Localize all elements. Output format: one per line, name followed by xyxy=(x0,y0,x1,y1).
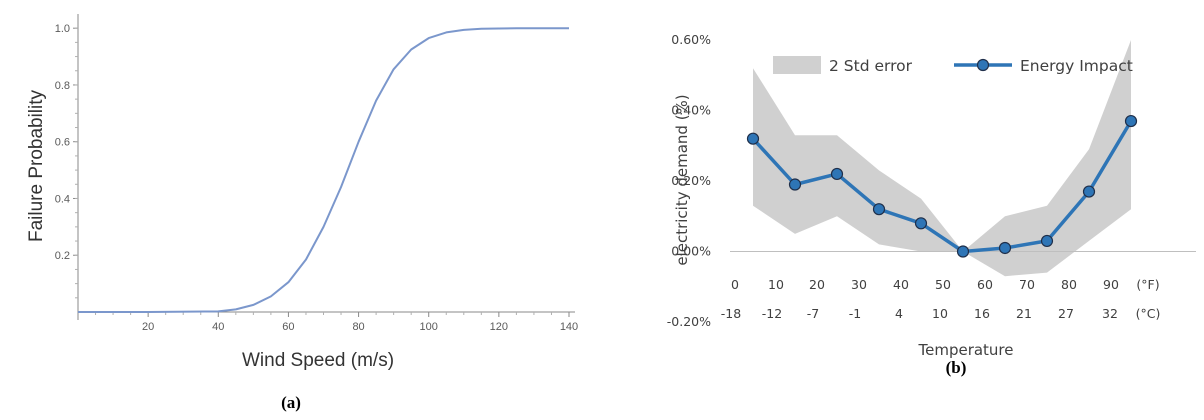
chart-b-data-point xyxy=(872,203,886,216)
chart-b-x-tick-label-c: 27 xyxy=(1058,306,1074,321)
chart-b-data-point xyxy=(830,167,844,181)
legend-marker-energy-impact xyxy=(976,58,990,72)
chart-b-x-tick-label-f: 50 xyxy=(935,277,951,292)
chart-b-electricity-demand: -0.20% 0.00% 0.20% 0.40% 0.60% 0 10 20 30 40 50 60… xyxy=(667,32,1196,377)
chart-b-x-tick-label-f: 20 xyxy=(809,277,825,292)
chart-b-x-tick-label-f: (°F) xyxy=(1136,277,1159,292)
legend-label-energy-impact: Energy Impact xyxy=(1020,57,1133,75)
chart-b-x-tick-label-c: 16 xyxy=(974,306,990,321)
chart-b-x-tick-label-f: 80 xyxy=(1061,277,1077,292)
chart-a-y-tick-label: 0.6 xyxy=(55,137,70,149)
chart-b-data-point xyxy=(914,217,928,230)
chart-a-x-axis-title: Wind Speed (m/s) xyxy=(242,350,394,371)
chart-b-legend: 2 Std error Energy Impact xyxy=(773,56,1133,75)
chart-b-y-tick-label: 0.20% xyxy=(671,173,711,188)
chart-b-x-ticks-fahrenheit: 0 10 20 30 40 50 60 70 80 90 (°F) xyxy=(731,277,1160,292)
chart-b-x-tick-label-c: -1 xyxy=(849,306,861,321)
chart-b-x-tick-label-f: 30 xyxy=(851,277,867,292)
chart-b-data-point xyxy=(1124,114,1138,128)
chart-b-data-point xyxy=(998,241,1012,255)
chart-a-y-axis-title: Failure Probability xyxy=(26,89,47,242)
chart-b-y-axis-title: electricity demand (%) xyxy=(673,94,691,265)
chart-b-y-tick-label: 0.60% xyxy=(671,32,711,47)
chart-a-y-tick-label: 0.4 xyxy=(55,193,70,205)
chart-a-y-ticks: 0.2 0.4 0.6 0.8 1.0 xyxy=(55,23,78,299)
chart-a-series-line xyxy=(78,27,569,313)
chart-b-y-ticks: -0.20% 0.00% 0.20% 0.40% 0.60% xyxy=(667,32,711,329)
chart-a-x-tick-label: 60 xyxy=(282,321,294,333)
chart-b-x-tick-label-c: (°C) xyxy=(1136,306,1161,321)
chart-b-std-error-band xyxy=(753,40,1131,277)
chart-a-failure-probability: 20 40 60 80 100 120 140 0.2 0.4 0.6 0.8 1.0 Wind S… xyxy=(26,14,578,412)
chart-b-x-tick-label-f: 40 xyxy=(893,277,909,292)
chart-a-x-tick-label: 140 xyxy=(560,321,578,333)
chart-a-x-tick-label: 120 xyxy=(490,321,508,333)
chart-a-y-tick-label: 0.2 xyxy=(55,250,70,262)
chart-b-y-tick-label: -0.20% xyxy=(667,314,711,329)
chart-b-x-tick-label-f: 10 xyxy=(768,277,784,292)
chart-b-caption: (b) xyxy=(946,358,967,377)
chart-b-x-ticks-celsius: -18 -12 -7 -1 4 10 16 21 27 32 (°C) xyxy=(721,306,1161,321)
chart-b-x-tick-label-c: -18 xyxy=(721,306,741,321)
chart-b-x-tick-label-f: 60 xyxy=(977,277,993,292)
chart-a-x-ticks: 20 40 60 80 100 120 140 xyxy=(95,312,578,333)
chart-b-data-point xyxy=(788,178,802,191)
chart-a-axes xyxy=(77,14,575,320)
chart-b-x-tick-label-c: 21 xyxy=(1016,306,1032,321)
chart-b-markers xyxy=(746,114,1138,258)
chart-a-caption: (a) xyxy=(281,393,301,412)
chart-b-x-tick-label-c: 32 xyxy=(1102,306,1118,321)
chart-b-x-tick-label-c: -12 xyxy=(762,306,782,321)
chart-b-x-tick-label-c: 4 xyxy=(895,306,903,321)
chart-a-x-tick-label: 80 xyxy=(352,321,364,333)
chart-b-x-tick-label-c: 10 xyxy=(932,306,948,321)
chart-b-data-point xyxy=(1040,234,1054,248)
chart-b-y-tick-label: 0.40% xyxy=(671,103,711,118)
chart-b-x-tick-label-f: 70 xyxy=(1019,277,1035,292)
chart-b-data-point xyxy=(956,245,970,258)
chart-a-y-tick-label: 1.0 xyxy=(55,23,70,35)
chart-a-x-tick-label: 40 xyxy=(212,321,224,333)
chart-b-y-tick-label: 0.00% xyxy=(671,244,711,259)
chart-b-x-tick-label-f: 90 xyxy=(1103,277,1119,292)
chart-a-x-tick-label: 100 xyxy=(420,321,438,333)
chart-a-y-tick-label: 0.8 xyxy=(55,80,70,92)
legend-label-std-error: 2 Std error xyxy=(829,57,913,75)
chart-b-data-point xyxy=(746,132,760,145)
chart-a-x-tick-label: 20 xyxy=(142,321,154,333)
chart-b-x-tick-label-c: -7 xyxy=(807,306,819,321)
chart-b-x-tick-label-f: 0 xyxy=(731,277,739,292)
legend-swatch-std-error xyxy=(773,56,821,74)
chart-b-energy-impact-line xyxy=(751,120,1133,254)
chart-b-data-point xyxy=(1082,185,1096,198)
chart-b-x-axis-title: Temperature xyxy=(917,341,1013,359)
